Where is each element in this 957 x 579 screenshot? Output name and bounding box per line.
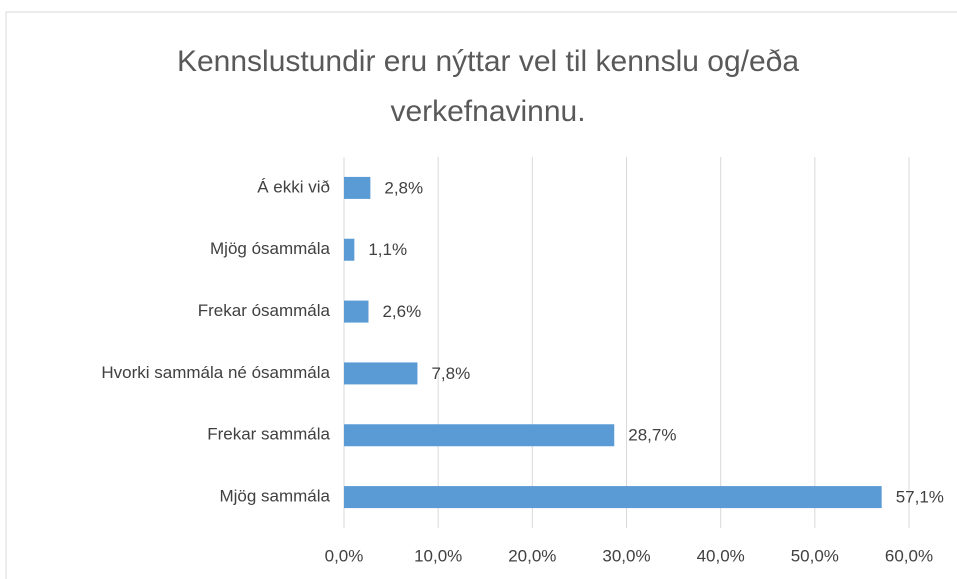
x-tick-label: 0,0% [325,546,364,565]
bar [344,486,882,509]
chart-title: verkefnavinnu. [390,95,585,128]
x-tick-label: 50,0% [791,546,839,565]
y-tick-label: Mjög sammála [219,487,330,506]
bar [344,424,615,447]
data-label: 7,8% [431,364,470,383]
x-tick-label: 20,0% [508,546,556,565]
data-label: 28,7% [628,426,676,445]
data-label: 2,8% [384,178,423,197]
data-label: 57,1% [896,488,944,507]
y-tick-label: Frekar sammála [207,425,330,444]
bar [344,300,369,323]
x-tick-label: 10,0% [414,546,462,565]
x-tick-label: 30,0% [602,546,650,565]
bar [344,238,355,261]
y-tick-label: Frekar ósammála [198,301,331,320]
bar [344,176,371,199]
y-tick-label: Mjög ósammála [210,239,331,258]
data-label: 2,6% [382,302,421,321]
x-tick-label: 40,0% [697,546,745,565]
y-tick-label: Hvorki sammála né ósammála [101,363,330,382]
data-label: 1,1% [368,240,407,259]
chart-frame [5,11,957,579]
x-tick-label: 60,0% [885,546,933,565]
y-tick-label: Á ekki við [257,177,330,196]
bar [344,362,418,385]
chart-title: Kennslustundir eru nýttar vel til kennsl… [177,45,799,78]
